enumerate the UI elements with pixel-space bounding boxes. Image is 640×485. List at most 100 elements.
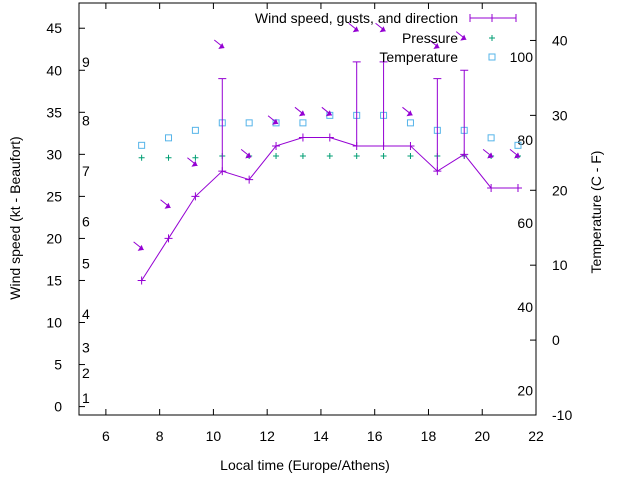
legend-swatch-temperature bbox=[488, 53, 496, 61]
direction-arrow-head bbox=[379, 26, 386, 33]
temperature-point bbox=[514, 141, 522, 149]
y-tick-label: 45 bbox=[46, 20, 62, 36]
temperature-point bbox=[406, 119, 414, 127]
fahrenheit-label: 80 bbox=[517, 132, 533, 148]
direction-arrow-head bbox=[460, 34, 467, 41]
direction-arrow-head bbox=[352, 26, 359, 33]
direction-arrow-head bbox=[513, 152, 520, 159]
beaufort-label: 9 bbox=[82, 54, 90, 70]
pressure-point bbox=[299, 153, 306, 160]
y-tick-label: 30 bbox=[46, 146, 62, 162]
x-tick-label: 14 bbox=[313, 428, 329, 444]
wind-speed-point bbox=[379, 141, 388, 150]
pressure-point bbox=[407, 153, 414, 160]
x-tick-label: 12 bbox=[259, 428, 275, 444]
pressure-point bbox=[326, 153, 333, 160]
legend-swatch-pressure bbox=[489, 35, 495, 41]
wind-speed-point bbox=[245, 175, 254, 184]
gust-bar bbox=[379, 61, 388, 146]
direction-arrow-head bbox=[406, 110, 413, 117]
wind-speed-point bbox=[298, 133, 307, 142]
wind-speed-point bbox=[137, 276, 146, 285]
gust-bar bbox=[460, 69, 469, 155]
direction-arrow bbox=[509, 148, 521, 159]
y-tick-label: 35 bbox=[46, 104, 62, 120]
y-tick-label: 25 bbox=[46, 188, 62, 204]
temperature-point bbox=[487, 134, 495, 142]
x-tick-label: 10 bbox=[206, 428, 222, 444]
x-tick-label: 6 bbox=[102, 428, 110, 444]
wind-speed-point bbox=[460, 150, 469, 159]
y-tick-label: 5 bbox=[54, 357, 62, 373]
direction-arrow bbox=[160, 199, 171, 209]
beaufort-label: 6 bbox=[82, 214, 90, 230]
direction-arrow-head bbox=[218, 43, 225, 50]
direction-arrow bbox=[294, 106, 306, 117]
direction-arrow bbox=[240, 148, 252, 159]
direction-arrow bbox=[455, 31, 467, 41]
direction-arrow bbox=[402, 106, 413, 117]
pressure-point bbox=[380, 153, 387, 160]
direction-arrow bbox=[187, 157, 198, 167]
direction-arrow bbox=[267, 115, 279, 125]
direction-arrow bbox=[375, 22, 386, 33]
x-tick-label: 22 bbox=[528, 428, 544, 444]
direction-arrow-head bbox=[433, 43, 440, 50]
wind-speed-point bbox=[352, 141, 361, 150]
wind-speed-point bbox=[218, 167, 227, 176]
wind-speed-point bbox=[433, 167, 442, 176]
plot-frame bbox=[78, 2, 537, 416]
beaufort-label: 3 bbox=[82, 340, 90, 356]
direction-arrow bbox=[482, 148, 494, 159]
direction-arrow-head bbox=[325, 110, 332, 117]
direction-arrow bbox=[348, 22, 360, 33]
direction-arrow bbox=[429, 39, 440, 50]
beaufort-label: 1 bbox=[82, 390, 90, 406]
wind-speed-point bbox=[513, 183, 522, 192]
direction-arrow bbox=[321, 106, 333, 117]
direction-arrow-head bbox=[164, 202, 171, 209]
wind-speed-point bbox=[191, 192, 200, 201]
pressure-point bbox=[165, 154, 172, 161]
y-tick-label: 40 bbox=[46, 62, 62, 78]
pressure-point bbox=[192, 154, 199, 161]
x-tick-label: 20 bbox=[474, 428, 490, 444]
y-tick-label: 15 bbox=[46, 272, 62, 288]
x-tick-label: 16 bbox=[367, 428, 383, 444]
gust-bar bbox=[433, 78, 442, 172]
temperature-point bbox=[165, 134, 173, 142]
direction-arrow-head bbox=[298, 110, 305, 117]
legend-label: Temperature bbox=[379, 49, 458, 65]
y2-tick-label: 10 bbox=[552, 257, 568, 273]
beaufort-label: 7 bbox=[82, 163, 90, 179]
temperature-point bbox=[191, 126, 199, 134]
direction-arrow bbox=[133, 241, 144, 251]
temperature-point bbox=[299, 119, 307, 127]
y2-tick-label: -10 bbox=[552, 407, 572, 423]
x-tick-label: 8 bbox=[156, 428, 164, 444]
fahrenheit-label: 20 bbox=[517, 382, 533, 398]
temperature-point bbox=[138, 141, 146, 149]
beaufort-label: 4 bbox=[82, 306, 90, 322]
legend-label: Pressure bbox=[402, 30, 458, 46]
legend-label: Wind speed, gusts, and direction bbox=[255, 10, 458, 26]
fahrenheit-label: 40 bbox=[517, 299, 533, 315]
y-tick-label: 20 bbox=[46, 230, 62, 246]
y2-tick-label: 0 bbox=[552, 332, 560, 348]
y-tick-label: 0 bbox=[54, 399, 62, 415]
y2-tick-label: 30 bbox=[552, 107, 568, 123]
fahrenheit-label: 100 bbox=[510, 49, 534, 65]
wind-speed-point bbox=[406, 141, 415, 150]
pressure-point bbox=[353, 153, 360, 160]
gust-bar bbox=[218, 78, 227, 172]
beaufort-label: 8 bbox=[82, 113, 90, 129]
y2-tick-label: 40 bbox=[552, 32, 568, 48]
y-tick-label: 10 bbox=[46, 315, 62, 331]
y2-tick-label: 20 bbox=[552, 182, 568, 198]
temperature-point bbox=[245, 119, 253, 127]
beaufort-label: 5 bbox=[82, 256, 90, 272]
wind-speed-point bbox=[164, 234, 173, 243]
fahrenheit-label: 60 bbox=[517, 215, 533, 231]
